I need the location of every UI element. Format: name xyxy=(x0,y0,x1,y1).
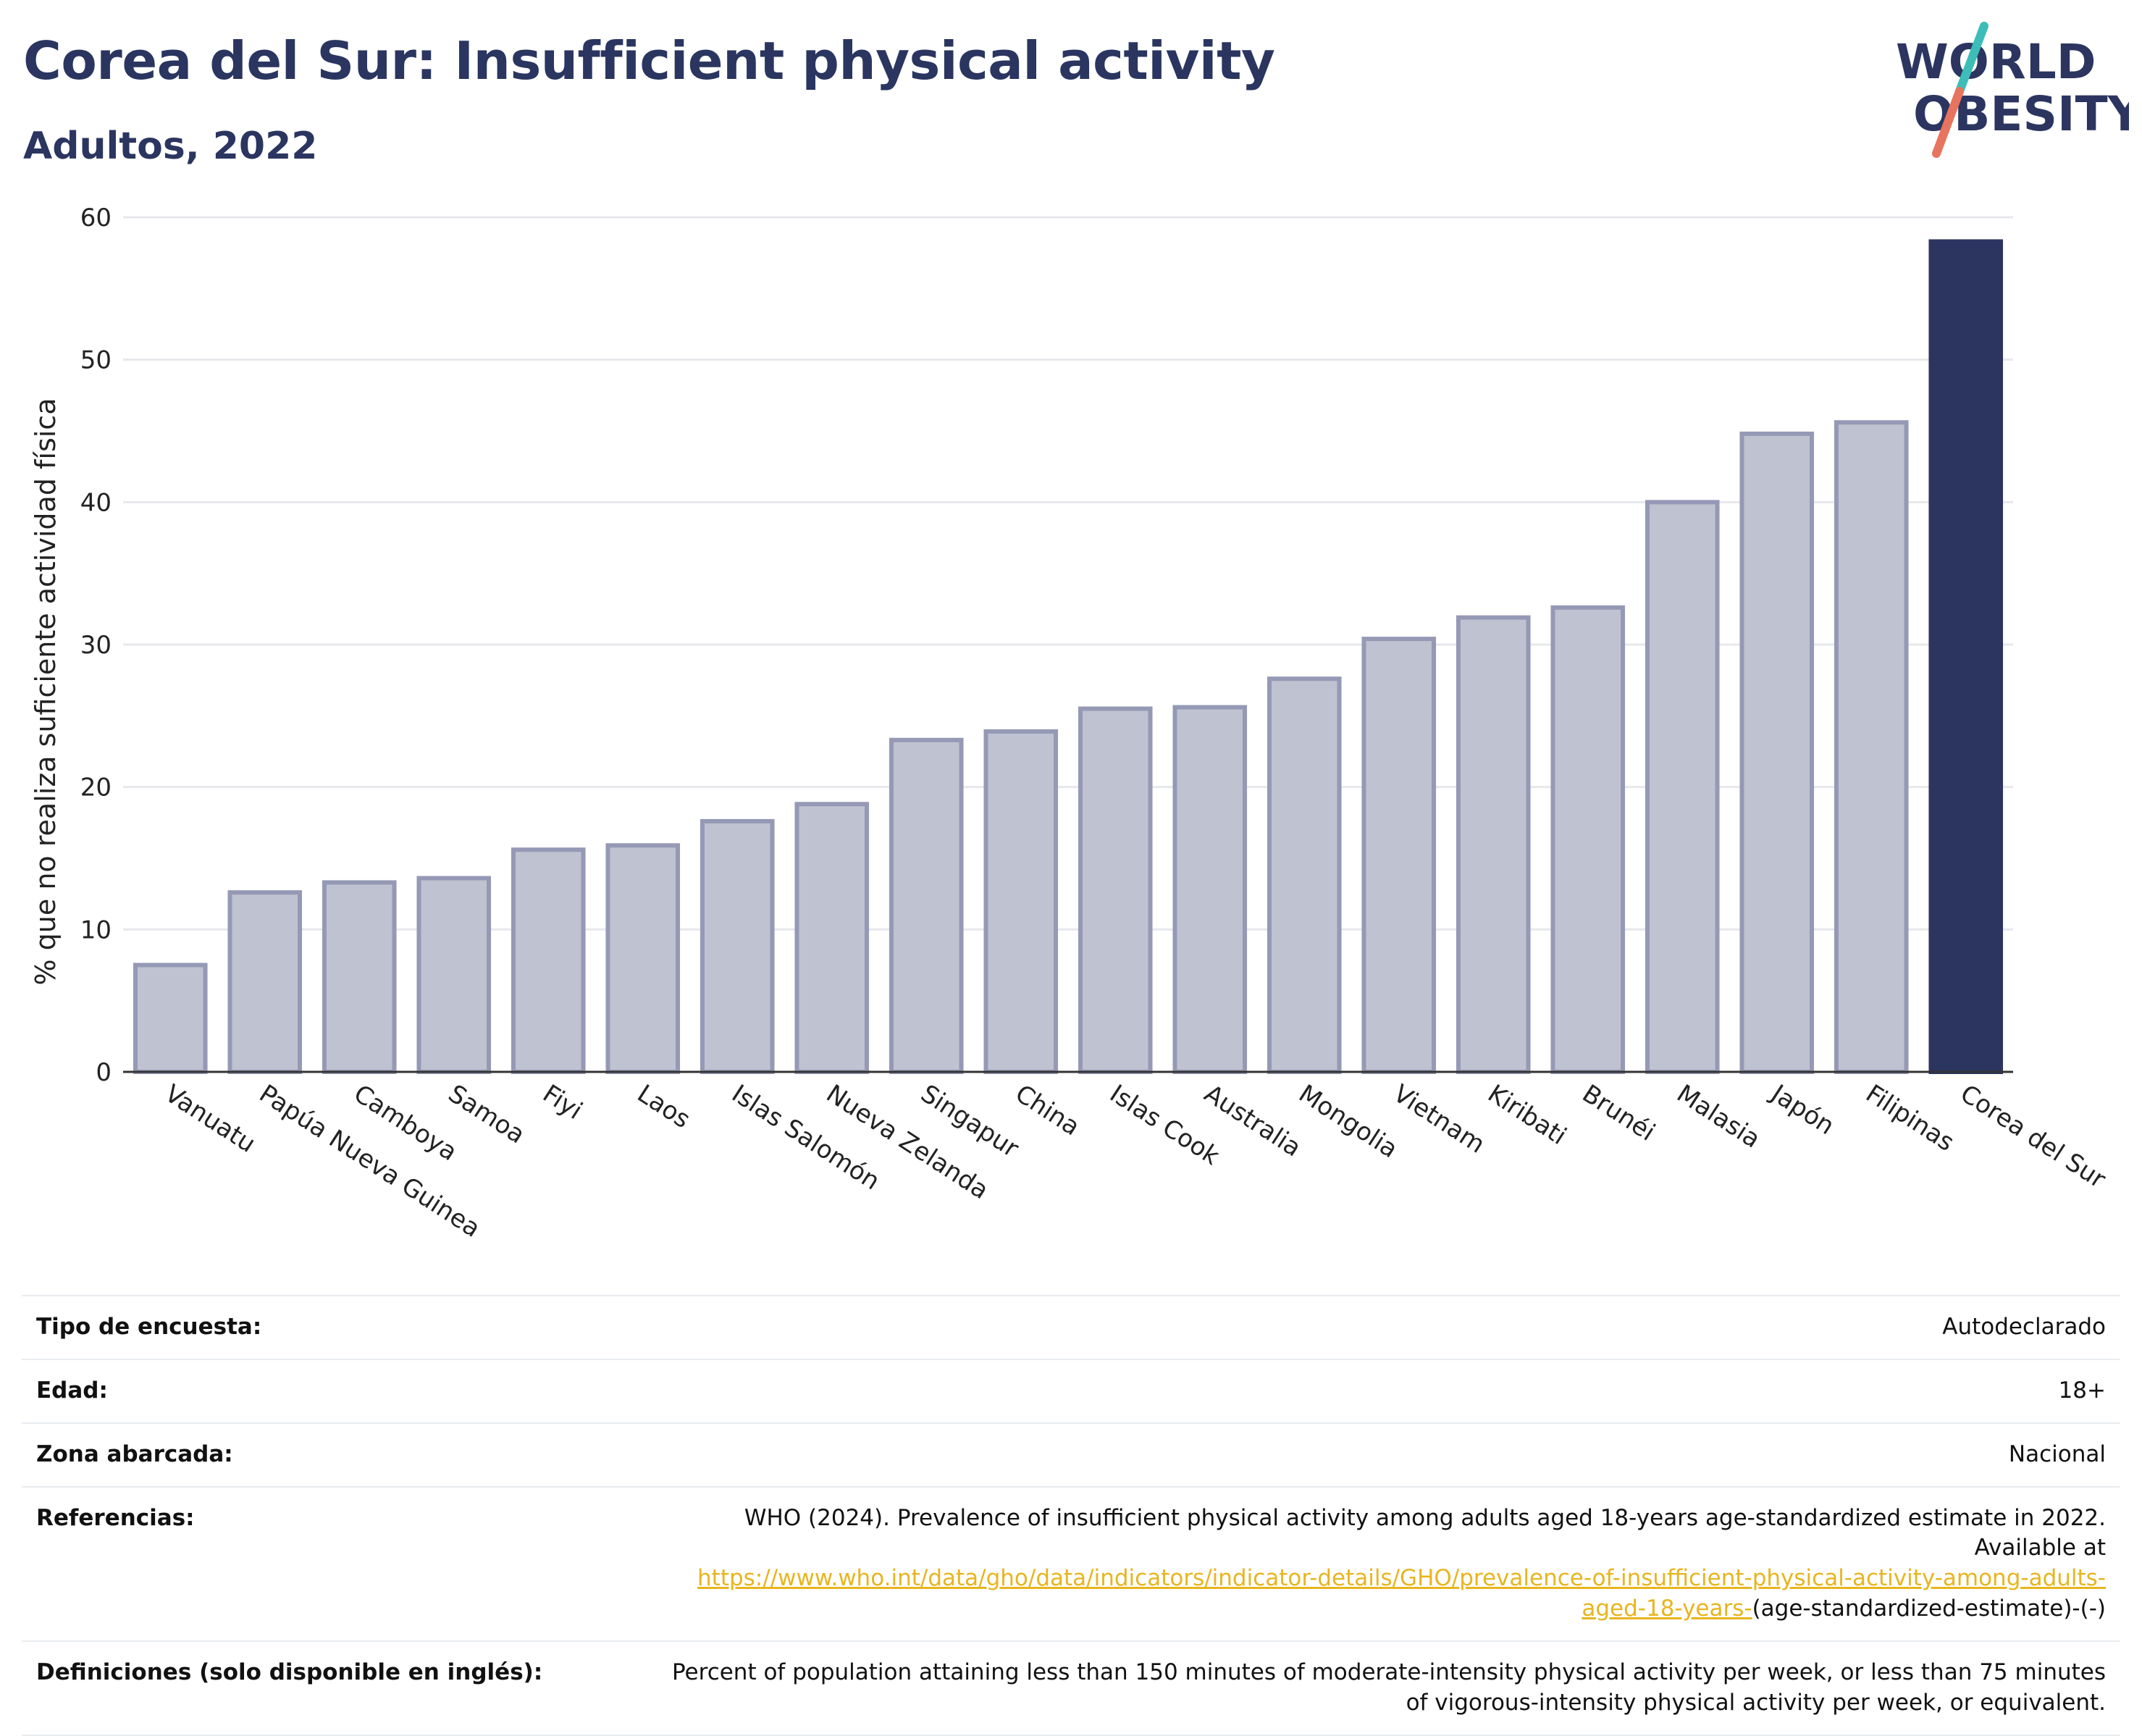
bar xyxy=(1834,420,1909,1074)
chart-subtitle: Adultos, 2022 xyxy=(23,125,318,168)
x-tick-label: Mongolia xyxy=(1293,1079,1403,1164)
bar xyxy=(227,890,303,1074)
x-tick-label: Malasia xyxy=(1671,1079,1765,1154)
x-tick-label: Kiribati xyxy=(1482,1079,1571,1151)
info-value: Autodeclarado xyxy=(630,1295,2120,1359)
info-label: Tipo de encuesta: xyxy=(22,1295,630,1359)
references-text: WHO (2024). Prevalence of insufficient p… xyxy=(744,1504,2106,1561)
bar xyxy=(983,729,1059,1074)
info-row-references: Referencias: WHO (2024). Prevalence of i… xyxy=(22,1485,2120,1641)
references-link[interactable]: https://www.who.int/data/gho/data/indica… xyxy=(697,1565,2106,1622)
x-tick-label: Brunéi xyxy=(1577,1079,1660,1147)
info-row-age: Edad: 18+ xyxy=(22,1358,2120,1423)
bar xyxy=(416,876,492,1074)
logo-slash-teal xyxy=(1955,22,1988,96)
bar xyxy=(1078,706,1153,1074)
bar xyxy=(322,880,397,1075)
bar xyxy=(1739,431,1815,1074)
y-tick-label: 40 xyxy=(80,488,112,517)
bar xyxy=(1172,705,1248,1074)
info-row-survey-type: Tipo de encuesta: Autodeclarado xyxy=(22,1295,2120,1359)
x-tick-label: China xyxy=(1010,1079,1085,1141)
x-tick-label: Corea del Sur xyxy=(1955,1079,2111,1194)
info-row-definitions: Definiciones (solo disponible en inglés)… xyxy=(22,1640,2120,1736)
chart-title: Corea del Sur: Insufficient physical act… xyxy=(23,30,1275,91)
info-row-area: Zona abarcada: Nacional xyxy=(22,1422,2120,1487)
bar xyxy=(511,847,586,1074)
x-tick-label: Laos xyxy=(632,1079,695,1134)
bar-highlight xyxy=(1928,239,2004,1074)
bar xyxy=(889,737,964,1074)
definitions-label: Definiciones (solo disponible en inglés)… xyxy=(22,1640,630,1736)
y-tick-label: 60 xyxy=(80,204,112,232)
bar xyxy=(1361,637,1437,1074)
bar xyxy=(605,843,681,1075)
references-value: WHO (2024). Prevalence of insufficient p… xyxy=(630,1485,2120,1641)
x-tick-label: Vietnam xyxy=(1388,1079,1490,1160)
info-label: Zona abarcada: xyxy=(22,1422,630,1487)
logo-slash-coral xyxy=(1932,87,1964,158)
bar xyxy=(1645,500,1720,1074)
x-tick-label: Japón xyxy=(1765,1078,1839,1141)
bar xyxy=(794,802,870,1075)
info-table: Tipo de encuesta: Autodeclarado Edad: 18… xyxy=(22,1295,2120,1736)
world-obesity-logo: WORLD OBESITY xyxy=(1896,22,2129,158)
logo-word-world: WORLD xyxy=(1896,34,2096,90)
y-tick-label: 30 xyxy=(80,631,112,660)
bars-layer xyxy=(133,239,2004,1075)
y-axis-label: % que no realiza suficiente actividad fí… xyxy=(30,398,62,986)
y-tick-label: 50 xyxy=(80,346,112,375)
bar xyxy=(133,963,208,1074)
x-tick-label: Nueva Zelanda xyxy=(821,1079,994,1205)
references-label: Referencias: xyxy=(22,1485,630,1641)
x-tick-label: Vanuatu xyxy=(159,1079,260,1159)
grid-layer xyxy=(123,216,2013,931)
y-tick-label: 10 xyxy=(80,915,112,944)
bar xyxy=(1267,676,1342,1074)
x-tick-label: Filipinas xyxy=(1860,1079,1959,1157)
info-value: Nacional xyxy=(630,1422,2120,1487)
y-tick-label: 20 xyxy=(80,773,112,802)
definitions-value: Percent of population attaining less tha… xyxy=(630,1640,2120,1736)
x-tick-label: Fiyi xyxy=(537,1079,587,1125)
bar xyxy=(1550,605,1626,1074)
references-suffix: (age-standardized-estimate)-(-) xyxy=(1752,1595,2106,1622)
info-label: Edad: xyxy=(22,1358,630,1423)
y-tick-label: 0 xyxy=(96,1058,112,1087)
info-value: 18+ xyxy=(630,1358,2120,1423)
bar xyxy=(700,818,775,1075)
bar xyxy=(1456,615,1531,1074)
